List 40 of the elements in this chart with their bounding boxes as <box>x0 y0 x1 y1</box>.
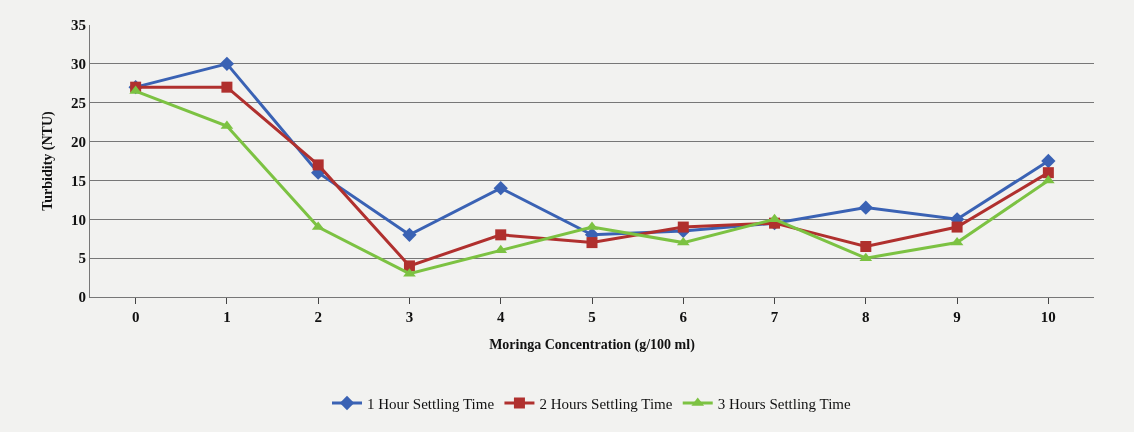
point <box>312 159 324 171</box>
point <box>495 229 507 241</box>
x-tick-label: 1 <box>223 309 231 325</box>
x-tick-label: 8 <box>862 309 870 325</box>
y-tick-label: 20 <box>71 133 86 150</box>
x-tick-label: 4 <box>496 309 505 325</box>
point <box>1041 153 1056 169</box>
x-tick-label: 10 <box>1040 309 1056 325</box>
legend-label: 1 Hour Settling Time <box>367 395 495 412</box>
point <box>586 237 598 249</box>
point <box>1042 167 1054 179</box>
x-tick-label: 0 <box>131 309 140 325</box>
legend-label: 2 Hours Settling Time <box>539 395 673 412</box>
y-tick-label: 30 <box>71 56 86 73</box>
point <box>493 181 508 196</box>
point <box>951 221 963 233</box>
point <box>858 200 873 215</box>
point <box>402 227 417 242</box>
x-axis-title: Moringa Concentration (g/100 ml) <box>489 337 696 354</box>
y-tick-label: 0 <box>78 289 86 306</box>
y-tick-label: 35 <box>71 17 86 34</box>
point <box>677 221 689 233</box>
y-tick-label: 15 <box>71 172 86 189</box>
legend-label: 3 Hours Settling Time <box>717 395 852 412</box>
y-tick-label: 5 <box>78 250 86 267</box>
y-tick-label: 10 <box>71 211 86 228</box>
point <box>1042 174 1055 184</box>
x-tick-label: 5 <box>588 309 596 325</box>
x-tick-label: 7 <box>770 309 779 325</box>
x-tick-label: 2 <box>314 309 322 325</box>
y-tick-label: 25 <box>71 94 86 111</box>
x-tick-label: 3 <box>405 309 414 325</box>
x-tick-label: 9 <box>953 309 961 325</box>
point <box>221 81 233 93</box>
point <box>494 244 508 254</box>
x-tick-label: 6 <box>679 309 688 325</box>
y-axis-title: Turbidity (NTU) <box>39 110 56 211</box>
point <box>403 260 415 272</box>
point <box>219 56 235 72</box>
point <box>860 240 872 252</box>
